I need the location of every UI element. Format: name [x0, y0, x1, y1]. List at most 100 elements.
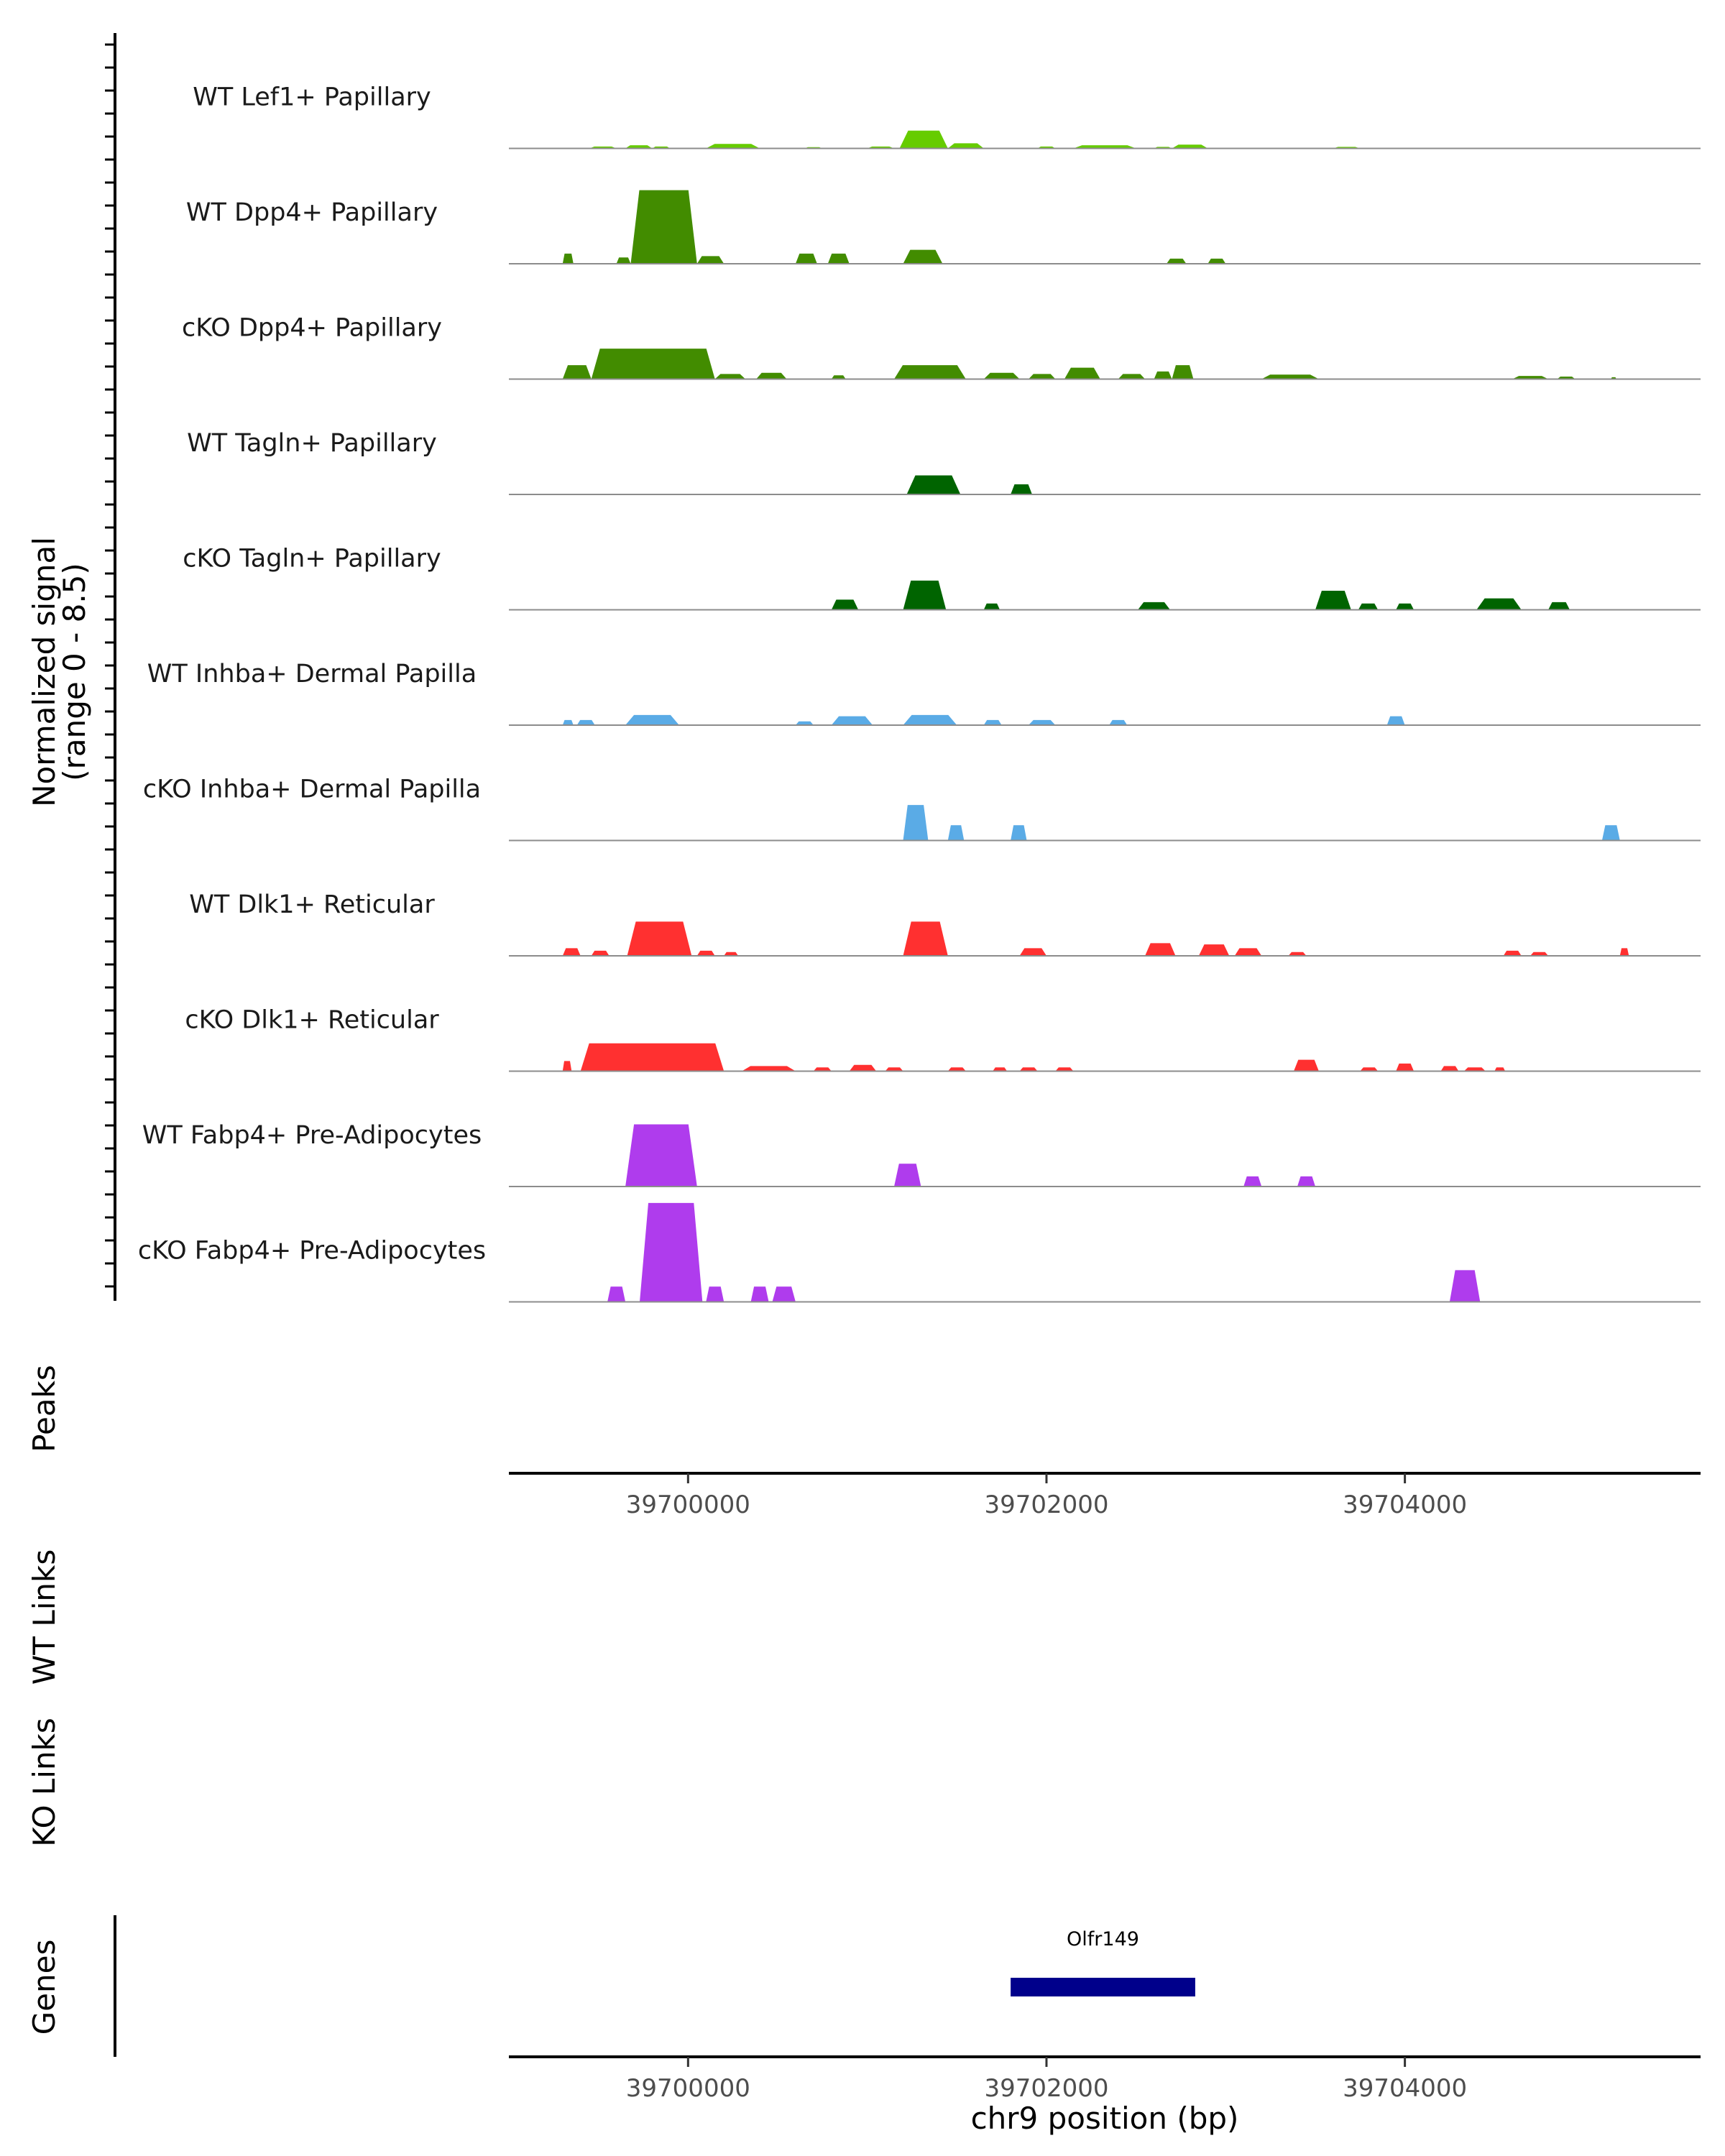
coverage-peak — [894, 1164, 921, 1187]
coverage-peak — [831, 375, 846, 379]
coverage-peak — [1208, 258, 1226, 264]
coverage-peak — [1167, 258, 1187, 264]
coverage-peak — [756, 372, 787, 379]
coverage-peak — [903, 714, 957, 725]
coverage-peak — [1055, 1067, 1074, 1072]
coverage-peak — [724, 952, 739, 956]
coverage-peak — [894, 365, 966, 379]
coverage-peak — [591, 950, 610, 956]
x-axis-title: chr9 position (bp) — [971, 2101, 1239, 2136]
track-label: cKO Dpp4+ Papillary — [182, 314, 442, 343]
coverage-peak — [625, 714, 679, 725]
coverage-peak — [1011, 484, 1032, 494]
coverage-peak — [1154, 371, 1172, 379]
coverage-peak — [706, 144, 760, 149]
coverage-peak — [1243, 1176, 1262, 1187]
track-11: cKO Fabp4+ Pre-Adipocytes — [138, 1202, 1701, 1303]
coverage-peak — [1360, 1067, 1379, 1072]
coverage-peak — [1530, 952, 1549, 956]
coverage-peak — [625, 1124, 697, 1187]
wt-links-track-label: WT Links — [27, 1549, 62, 1685]
coverage-peak — [1386, 716, 1405, 725]
coverage-peak — [1109, 719, 1128, 725]
track-label: WT Fabp4+ Pre-Adipocytes — [142, 1121, 482, 1150]
coverage-peak — [772, 1286, 796, 1302]
coverage-peak — [1463, 1067, 1486, 1072]
coverage-peak — [1138, 602, 1170, 610]
coverage-peak — [903, 805, 929, 841]
coverage-peak — [849, 1064, 877, 1072]
coverage-peak — [1503, 950, 1522, 956]
coverage-peak — [1073, 145, 1136, 149]
coverage-peak — [706, 1286, 724, 1302]
coverage-peak — [1396, 603, 1414, 610]
coverage-peak — [1315, 591, 1351, 610]
coverage-peak — [1198, 944, 1230, 956]
track-9: cKO Dlk1+ Reticular — [185, 1006, 1701, 1072]
coverage-peak — [1019, 948, 1046, 956]
genes-track-label: Genes — [27, 1940, 62, 2035]
coverage-peak — [562, 1061, 572, 1072]
coverage-peak — [1172, 365, 1194, 379]
ko-links-track-label: KO Links — [27, 1718, 62, 1847]
coverage-peak — [947, 825, 965, 841]
coverage-peak — [1512, 376, 1549, 379]
coverage-peak — [983, 603, 1000, 610]
coverage-peak — [1011, 825, 1027, 841]
gene-label: Olfr149 — [1067, 1928, 1139, 1950]
gene-annotations: Olfr149 — [1011, 1928, 1195, 1996]
coverage-peak — [562, 365, 592, 379]
coverage-peak — [993, 1067, 1008, 1072]
coverage-peak — [1297, 1176, 1315, 1187]
coverage-y-axis — [105, 33, 116, 1301]
coverage-peak — [1396, 1063, 1414, 1072]
coverage-peak — [831, 599, 859, 610]
track-label: WT Dpp4+ Papillary — [186, 198, 438, 227]
x-axis-upper: 39700000 39702000 39704000 — [509, 1472, 1701, 1519]
coverage-peak — [983, 719, 1002, 725]
coverage-peak — [696, 256, 724, 264]
x-tick-label: 39702000 — [984, 2074, 1108, 2103]
coverage-peak — [899, 130, 948, 149]
track-label: WT Inhba+ Dermal Papilla — [147, 660, 477, 688]
coverage-range-label: (range 0 - 8.5) — [57, 563, 92, 781]
track-7: cKO Inhba+ Dermal Papilla — [143, 775, 1701, 842]
track-label: cKO Inhba+ Dermal Papilla — [143, 775, 481, 804]
coverage-peak — [1145, 943, 1176, 956]
coverage-peak — [630, 190, 697, 264]
coverage-peak — [607, 1286, 626, 1302]
coverage-peak — [562, 948, 581, 956]
track-3: cKO Dpp4+ Papillary — [182, 314, 1701, 380]
coverage-peak — [750, 1286, 769, 1302]
coverage-peak — [795, 721, 814, 725]
coverage-peak — [1172, 144, 1208, 149]
track-label: WT Lef1+ Papillary — [193, 83, 431, 112]
coverage-peak — [1548, 602, 1570, 610]
track-2: WT Dpp4+ Papillary — [186, 190, 1701, 264]
x-tick-label: 39704000 — [1343, 1491, 1467, 1519]
coverage-peak — [625, 145, 653, 149]
coverage-peak — [885, 1067, 903, 1072]
coverage-peak — [947, 143, 984, 149]
track-label: cKO Tagln+ Papillary — [183, 545, 441, 573]
track-6: WT Inhba+ Dermal Papilla — [147, 660, 1701, 726]
coverage-peak — [562, 253, 574, 264]
coverage-peak — [576, 719, 595, 725]
coverage-peak — [1029, 374, 1056, 379]
coverage-peak — [831, 716, 873, 725]
track-4: WT Tagln+ Papillary — [187, 429, 1701, 495]
track-8: WT Dlk1+ Reticular — [189, 890, 1701, 957]
coverage-peak — [983, 372, 1020, 379]
coverage-peak — [591, 349, 715, 379]
x-axis-lower: 39700000 39702000 39704000 — [509, 2055, 1701, 2103]
track-label: cKO Fabp4+ Pre-Adipocytes — [138, 1237, 486, 1266]
track-label: cKO Dlk1+ Reticular — [185, 1006, 439, 1035]
x-tick-label: 39704000 — [1343, 2074, 1467, 2103]
coverage-peak — [1234, 948, 1262, 956]
peaks-track-label: Peaks — [27, 1365, 62, 1452]
coverage-peak — [1019, 1067, 1038, 1072]
coverage-peak — [1294, 1059, 1319, 1072]
coverage-peak — [1118, 374, 1146, 379]
